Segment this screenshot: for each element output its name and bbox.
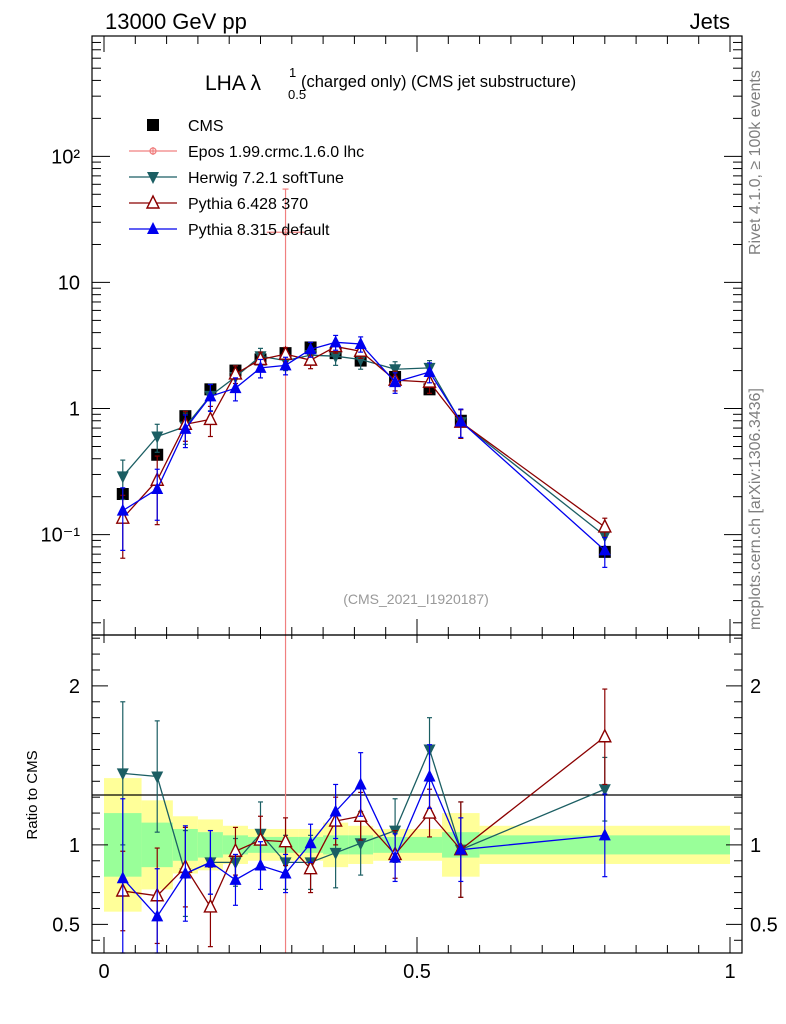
- band-inner: [417, 836, 443, 853]
- data-point: [203, 410, 218, 426]
- plot-title: LHA λ 1 0.5 (charged only) (CMS jet subs…: [205, 65, 576, 102]
- ratio-point: [151, 771, 164, 784]
- data-point: [279, 358, 292, 371]
- ratio-point: [151, 909, 164, 922]
- ratio-point: [203, 898, 218, 913]
- legend-label: Pythia 8.315 default: [188, 222, 330, 239]
- ratio-point: [329, 847, 342, 860]
- legend-marker: [149, 147, 157, 155]
- series-line-main: [122, 341, 606, 551]
- ratio-point: [304, 836, 317, 849]
- ratio-point: [116, 768, 129, 781]
- legend-label: Epos 1.99.crmc.1.6.0 lhc: [188, 144, 364, 161]
- ratio-ylabel: Ratio to CMS: [24, 750, 41, 839]
- legend-item-1: Epos 1.99.crmc.1.6.0 lhc: [129, 144, 364, 161]
- ratio-point: [179, 866, 192, 879]
- ratio-y-tick-label: 2: [69, 676, 80, 698]
- data-point: [151, 448, 164, 461]
- ratio-point: [279, 866, 292, 879]
- data-point: [304, 342, 317, 355]
- ratio-y-tick-label: 1: [69, 835, 80, 857]
- title-subscript: 0.5: [288, 87, 306, 102]
- ratio-point: [597, 728, 612, 743]
- side-mcplots-info: mcplots.cern.ch [arXiv:1306.3436]: [747, 388, 764, 630]
- data-point: [281, 228, 290, 236]
- ratio-point: [422, 804, 437, 819]
- legend: CMS Epos 1.99.crmc.1.6.0 lhc Herwig 7.2.1 …: [129, 118, 364, 239]
- legend-label: CMS: [188, 118, 224, 135]
- series-1: [266, 188, 305, 953]
- data-point: [354, 354, 367, 367]
- legend-item-0: CMS: [147, 118, 224, 135]
- ratio-point: [389, 850, 402, 863]
- title-superscript: 1: [289, 65, 296, 80]
- y-tick-label: 10²: [51, 146, 80, 168]
- analysis-watermark: (CMS_2021_I1920187): [343, 591, 489, 607]
- header-energy: 13000 GeV pp: [105, 9, 247, 34]
- ratio-point: [423, 769, 436, 782]
- data-point: [329, 351, 342, 364]
- legend-item-2: Herwig 7.2.1 softTune: [129, 170, 344, 187]
- data-point: [116, 503, 129, 516]
- ratio-point: [254, 858, 267, 871]
- data-series: [115, 188, 612, 954]
- data-point: [389, 364, 402, 377]
- x-tick-label: 0.5: [403, 961, 431, 983]
- title-suffix: (charged only) (CMS jet substructure): [301, 73, 576, 91]
- data-point: [597, 518, 612, 533]
- y-tick-label: 10: [58, 272, 80, 294]
- ratio-y-tick-label-right: 1: [750, 835, 761, 857]
- axis-ticks: 0 0.5 1 10⁻¹ 1 10 10² 0.5 0.5 1 1 2 2: [41, 35, 778, 983]
- data-point: [254, 360, 267, 373]
- y-tick-label: 1: [69, 399, 80, 421]
- ratio-point: [204, 855, 217, 868]
- ratio-point: [278, 833, 293, 848]
- ratio-y-tick-label-right: 2: [750, 676, 761, 698]
- data-point: [151, 482, 164, 495]
- data-point: [598, 543, 611, 556]
- data-point: [179, 421, 192, 434]
- legend-item-3: Pythia 6.428 370: [129, 194, 308, 213]
- header-process: Jets: [690, 9, 730, 34]
- ratio-y-tick-label-right: 0.5: [750, 914, 778, 936]
- ratio-point: [329, 804, 342, 817]
- x-tick-label: 1: [724, 961, 735, 983]
- ratio-point: [303, 860, 318, 875]
- legend-item-4: Pythia 8.315 default: [129, 222, 330, 239]
- data-point: [151, 431, 164, 444]
- data-point: [389, 375, 402, 388]
- data-point: [454, 414, 467, 427]
- data-point: [303, 351, 318, 366]
- ratio-point: [354, 838, 367, 851]
- ratio-point: [598, 784, 611, 797]
- series-line-ratio: [122, 736, 606, 909]
- data-point: [329, 335, 342, 348]
- ratio-y-tick-label: 0.5: [52, 914, 80, 936]
- legend-marker: [147, 119, 159, 131]
- side-rivet-info: Rivet 4.1.0, ≥ 100k events: [747, 70, 764, 255]
- y-tick-label: 10⁻¹: [41, 525, 81, 547]
- ratio-point: [454, 842, 467, 855]
- ratio-point: [229, 872, 242, 885]
- ratio-point: [116, 871, 129, 884]
- legend-label: Pythia 6.428 370: [188, 196, 308, 213]
- series-line-ratio: [122, 774, 605, 918]
- legend-marker: [147, 222, 159, 234]
- data-point: [204, 389, 217, 402]
- legend-marker: [147, 172, 159, 184]
- data-point: [116, 471, 129, 484]
- title-main: LHA λ: [205, 72, 262, 95]
- ratio-point: [354, 777, 367, 790]
- data-point: [229, 381, 242, 394]
- ratio-point: [598, 828, 611, 841]
- data-point: [423, 364, 436, 377]
- x-tick-label: 0: [98, 961, 109, 983]
- data-point: [354, 336, 367, 349]
- legend-label: Herwig 7.2.1 softTune: [188, 170, 344, 187]
- series-4: [116, 334, 611, 954]
- legend-marker: [145, 194, 161, 209]
